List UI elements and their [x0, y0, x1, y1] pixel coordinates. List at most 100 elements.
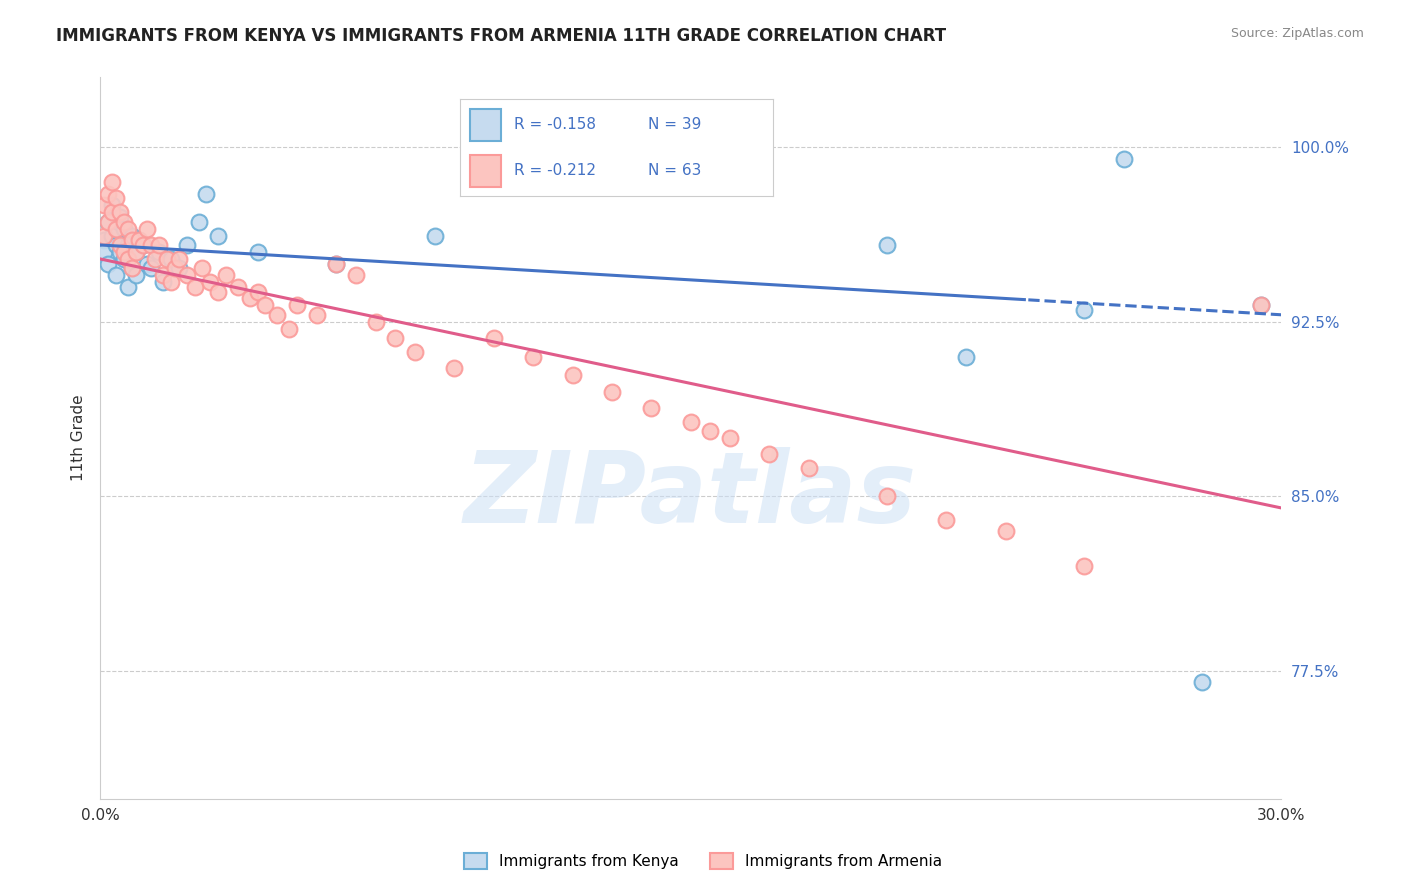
Point: [1250, 298, 1272, 312]
Point: [278, 322, 301, 336]
Point: [156, 252, 179, 266]
Point: [443, 361, 465, 376]
Point: [93, 244, 115, 259]
Point: [1250, 298, 1272, 312]
Point: [176, 238, 198, 252]
Point: [108, 205, 131, 219]
Point: [935, 512, 957, 526]
Point: [121, 261, 143, 276]
Point: [239, 292, 262, 306]
Point: [876, 489, 898, 503]
Point: [384, 331, 406, 345]
Point: [305, 308, 328, 322]
Point: [124, 268, 146, 283]
Point: [104, 221, 127, 235]
Point: [141, 238, 163, 252]
Point: [101, 205, 124, 219]
Point: [136, 257, 159, 271]
Text: IMMIGRANTS FROM KENYA VS IMMIGRANTS FROM ARMENIA 11TH GRADE CORRELATION CHART: IMMIGRANTS FROM KENYA VS IMMIGRANTS FROM…: [56, 27, 946, 45]
Point: [93, 228, 115, 243]
Point: [423, 228, 446, 243]
Point: [718, 431, 741, 445]
Point: [101, 175, 124, 189]
Text: ZIPatlas: ZIPatlas: [464, 447, 917, 544]
Point: [97, 215, 120, 229]
Point: [108, 210, 131, 224]
Point: [97, 186, 120, 201]
Point: [104, 238, 127, 252]
Point: [160, 275, 183, 289]
Point: [1073, 303, 1095, 318]
Point: [482, 331, 505, 345]
Point: [246, 285, 269, 299]
Point: [561, 368, 583, 383]
Point: [285, 298, 308, 312]
Point: [104, 191, 127, 205]
Text: Source: ZipAtlas.com: Source: ZipAtlas.com: [1230, 27, 1364, 40]
Point: [128, 233, 150, 247]
Point: [640, 401, 662, 415]
Point: [101, 228, 124, 243]
Point: [215, 268, 238, 283]
Point: [176, 268, 198, 283]
Point: [104, 268, 127, 283]
Point: [97, 257, 120, 271]
Point: [101, 198, 124, 212]
Point: [226, 280, 249, 294]
Point: [994, 524, 1017, 538]
Point: [797, 461, 820, 475]
Point: [160, 252, 183, 266]
Point: [325, 257, 347, 271]
Point: [93, 233, 115, 247]
Point: [163, 261, 186, 276]
Point: [195, 186, 218, 201]
Point: [112, 215, 135, 229]
Point: [121, 261, 143, 276]
Point: [108, 238, 131, 252]
Point: [600, 384, 623, 399]
Point: [112, 221, 135, 235]
Point: [344, 268, 367, 283]
Point: [132, 238, 155, 252]
Point: [97, 215, 120, 229]
Point: [167, 252, 190, 266]
Point: [148, 238, 170, 252]
Point: [183, 280, 205, 294]
Point: [167, 261, 190, 276]
Point: [112, 244, 135, 259]
Point: [699, 424, 721, 438]
Point: [148, 244, 170, 259]
Point: [758, 447, 780, 461]
Point: [136, 221, 159, 235]
Point: [117, 238, 139, 252]
Point: [1073, 559, 1095, 574]
Y-axis label: 11th Grade: 11th Grade: [72, 395, 86, 482]
Point: [266, 308, 288, 322]
Point: [876, 238, 898, 252]
Point: [143, 252, 166, 266]
Legend: Immigrants from Kenya, Immigrants from Armenia: Immigrants from Kenya, Immigrants from A…: [458, 847, 948, 875]
Point: [404, 345, 426, 359]
Point: [187, 215, 209, 229]
Point: [117, 252, 139, 266]
Point: [112, 252, 135, 266]
Point: [124, 244, 146, 259]
Point: [325, 257, 347, 271]
Point: [152, 275, 174, 289]
Point: [1191, 675, 1213, 690]
Point: [128, 233, 150, 247]
Point: [207, 228, 229, 243]
Point: [191, 261, 214, 276]
Point: [121, 233, 143, 247]
Point: [246, 244, 269, 259]
Point: [200, 275, 222, 289]
Point: [364, 315, 387, 329]
Point: [254, 298, 277, 312]
Point: [679, 415, 702, 429]
Point: [207, 285, 229, 299]
Point: [132, 238, 155, 252]
Point: [141, 261, 163, 276]
Point: [955, 350, 977, 364]
Point: [124, 244, 146, 259]
Point: [117, 221, 139, 235]
